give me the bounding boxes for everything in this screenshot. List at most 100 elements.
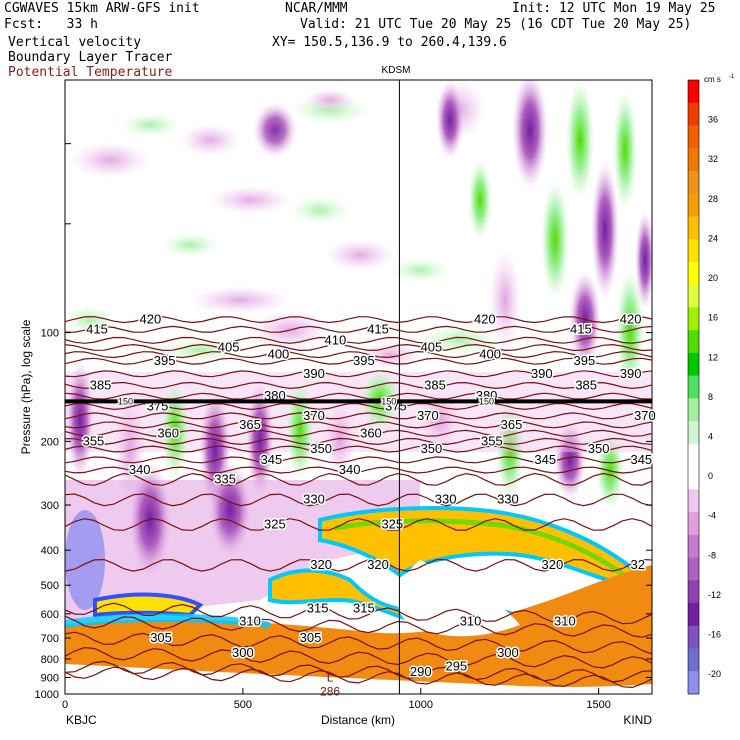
isentrope-label: 305: [300, 630, 322, 645]
y-tick-label: 800: [41, 654, 59, 666]
isentrope-label: 365: [501, 417, 523, 432]
left-strong-descent: [65, 510, 105, 610]
colorbar-swatch: [688, 466, 699, 490]
isentrope-label: 385: [575, 377, 597, 392]
isentrope-label: 330: [497, 492, 519, 507]
isentrope-label: 395: [154, 353, 176, 368]
isentrope-label: 350: [421, 441, 443, 456]
isentrope-label: 345: [260, 452, 282, 467]
colorbar-tick-label: 24: [708, 233, 718, 243]
cross-section-endpoints: XY= 150.5,136.9 to 260.4,139.6: [272, 35, 507, 50]
colorbar-tick-label: -20: [708, 669, 721, 679]
colorbar-tick-label: 12: [708, 352, 718, 362]
colorbar-frame: [687, 79, 700, 695]
colorbar-swatch: [688, 307, 699, 331]
x-axis-title: Distance (km): [321, 713, 395, 727]
isentrope-320: [65, 558, 652, 572]
isentrope-label: 385: [90, 377, 112, 392]
colorbar-swatch: [688, 330, 699, 354]
colorbar-swatch: [688, 261, 699, 285]
tracer-plume-left: [93, 592, 204, 618]
y-tick-label: 1000: [35, 689, 59, 701]
colorbar-swatch: [688, 648, 699, 672]
y-tick-label: 500: [41, 580, 59, 592]
isentrope-label: 420: [140, 312, 162, 327]
colorbar-swatch: [688, 671, 699, 695]
isentrope-label: 300: [232, 645, 254, 660]
colorbar-swatch: [688, 170, 699, 195]
isentrope-label: 415: [570, 321, 592, 336]
isentrope-label: 405: [421, 340, 443, 355]
colorbar-swatch: [688, 102, 699, 126]
tropopause-label: 150: [381, 396, 396, 406]
colorbar-unit-exponent: -1: [729, 74, 735, 80]
isentrope-labels-group: 290 295 300 300 305 305 310 310 310 315 315 320 320 3…: [81, 310, 657, 699]
isentrope-label: 290: [410, 664, 432, 679]
x-tick-label: 1500: [586, 699, 610, 711]
isentrope-label: 305: [150, 630, 172, 645]
isentrope-label: 350: [310, 441, 332, 456]
colorbar-tick-label: 20: [708, 273, 718, 283]
axes-group: 0 500 1000 1500 100 200 300 400 500 600 700 800 900 1…: [35, 80, 652, 711]
y-axis-title: Pressure (hPa), log scale: [19, 319, 33, 454]
isentrope-label: 385: [424, 377, 446, 392]
colorbar-swatch: [688, 603, 699, 627]
colorbar-swatch: [688, 443, 699, 467]
isentrope-290: [65, 666, 652, 689]
y-tick-label: 700: [41, 633, 59, 645]
isentrope-390: [65, 370, 652, 378]
colorbar-unit: cm s: [704, 75, 721, 84]
isentrope-label: 295: [445, 659, 467, 674]
colorbar-swatch: [688, 580, 699, 604]
isentrope-365: [65, 421, 652, 429]
isentrope-label: 355: [481, 433, 503, 448]
isentrope-410: [65, 336, 652, 344]
isentrope-380: [65, 392, 652, 400]
colorbar-swatch: [688, 534, 699, 558]
field-label-vertical-velocity: Vertical velocity: [8, 35, 142, 50]
colorbar-tick-label: 32: [708, 154, 718, 164]
isentrope-295: [65, 660, 652, 683]
colorbar-tick-label: -16: [708, 630, 721, 640]
isentrope-355: [65, 437, 652, 446]
isentrope-label: 330: [435, 492, 457, 507]
isentrope-label: 420: [620, 312, 642, 327]
clear-pocket: [397, 560, 520, 637]
field-label-potential-temperature: Potential Temperature: [8, 65, 173, 80]
colorbar-tick-label: -8: [708, 550, 716, 560]
y-tick-label: 100: [41, 328, 59, 340]
y-tick-label: 600: [41, 609, 59, 621]
isentrope-label: 415: [367, 321, 389, 336]
isentrope-label: 345: [534, 452, 556, 467]
isentrope-label: 360: [157, 425, 179, 440]
isentrope-label: 390: [531, 366, 553, 381]
valid-time: Valid: 21 UTC Tue 20 May 25 (16 CDT Tue …: [300, 17, 692, 32]
isentrope-300: [65, 646, 652, 669]
forecast-hour: Fcst: 33 h: [4, 17, 98, 32]
isentrope-label: 310: [239, 613, 261, 628]
isentrope-label: 32: [631, 557, 645, 572]
isentrope-label: 300: [497, 645, 519, 660]
y-tick-label: 900: [41, 672, 59, 684]
isentrope-label: 355: [83, 433, 105, 448]
isentrope-335: [65, 472, 652, 486]
isentrope-label: 315: [307, 601, 329, 616]
colorbar-swatch: [688, 398, 699, 422]
isentrope-label: 310: [460, 613, 482, 628]
isentrope-340: [65, 466, 652, 474]
init-time: Init: 12 UTC Mon 19 May 25: [512, 1, 716, 16]
colorbar-tick-label: 4: [708, 432, 713, 442]
isentrope-415: [65, 325, 652, 333]
terrain: [65, 664, 652, 694]
isentrope-label: 395: [574, 353, 596, 368]
terrain-label: L: [327, 670, 334, 684]
isentrope-label: 350: [588, 441, 610, 456]
colorbar-tick-label: -4: [708, 511, 716, 521]
isentrope-label: 335: [214, 472, 236, 487]
x-tick-label: 0: [62, 699, 68, 711]
isentrope-label: 400: [479, 347, 501, 362]
colorbar-swatch: [688, 148, 699, 172]
isentrope-label: 340: [129, 462, 151, 477]
isentrope-370: [65, 412, 652, 420]
colorbar-tick-label: 28: [708, 194, 718, 204]
